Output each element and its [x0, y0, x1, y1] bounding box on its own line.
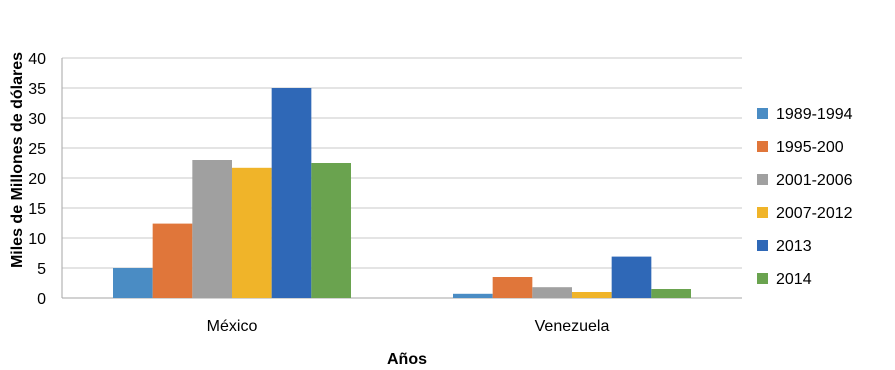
y-tick-label: 40 [28, 51, 46, 68]
bar-1995-200-Venezuela [492, 277, 533, 298]
bar-1989-1994-México [113, 268, 153, 298]
legend-label: 2014 [776, 271, 812, 288]
bar-2001-2006-México [192, 160, 232, 298]
bar-1995-200-México [152, 223, 193, 298]
legend-label: 1989-1994 [776, 106, 853, 123]
labels: Miles de Millones de dólares Años [9, 52, 427, 368]
legend-swatch [757, 240, 768, 251]
legend-swatch [757, 207, 768, 218]
legend-label: 1995-200 [776, 139, 844, 156]
y-tick-label: 15 [28, 201, 46, 218]
legend-label: 2001-2006 [776, 172, 853, 189]
legend-swatch [757, 108, 768, 119]
bar-2007-2012-México [232, 167, 272, 298]
x-axis-title: Años [387, 351, 427, 368]
bar-2007-2012-Venezuela [572, 292, 612, 298]
x-category-label: México [207, 318, 258, 335]
y-tick-label: 35 [28, 81, 46, 98]
bar-2013-México [271, 88, 312, 298]
legend-label: 2013 [776, 238, 812, 255]
y-tick-label: 20 [28, 171, 46, 188]
bar-2001-2006-Venezuela [532, 287, 572, 298]
y-tick-label: 0 [37, 291, 46, 308]
bar-2014-México [311, 163, 351, 298]
bars [113, 88, 691, 298]
y-tick-label: 30 [28, 111, 46, 128]
legend: 1989-1994 1995-200 2001-2006 2007-2012 2013 2… [757, 106, 853, 288]
y-tick-label: 5 [37, 261, 46, 278]
y-tick-label: 10 [28, 231, 46, 248]
legend-swatch [757, 141, 768, 152]
x-category-label: Venezuela [535, 318, 610, 335]
y-axis-title: Miles de Millones de dólares [9, 52, 26, 268]
legend-swatch [757, 174, 768, 185]
legend-label: 2007-2012 [776, 205, 853, 222]
bar-1989-1994-Venezuela [453, 293, 493, 298]
legend-swatch [757, 273, 768, 284]
y-tick-label: 25 [28, 141, 46, 158]
bar-2014-Venezuela [651, 289, 691, 298]
bar-2013-Venezuela [611, 256, 652, 298]
